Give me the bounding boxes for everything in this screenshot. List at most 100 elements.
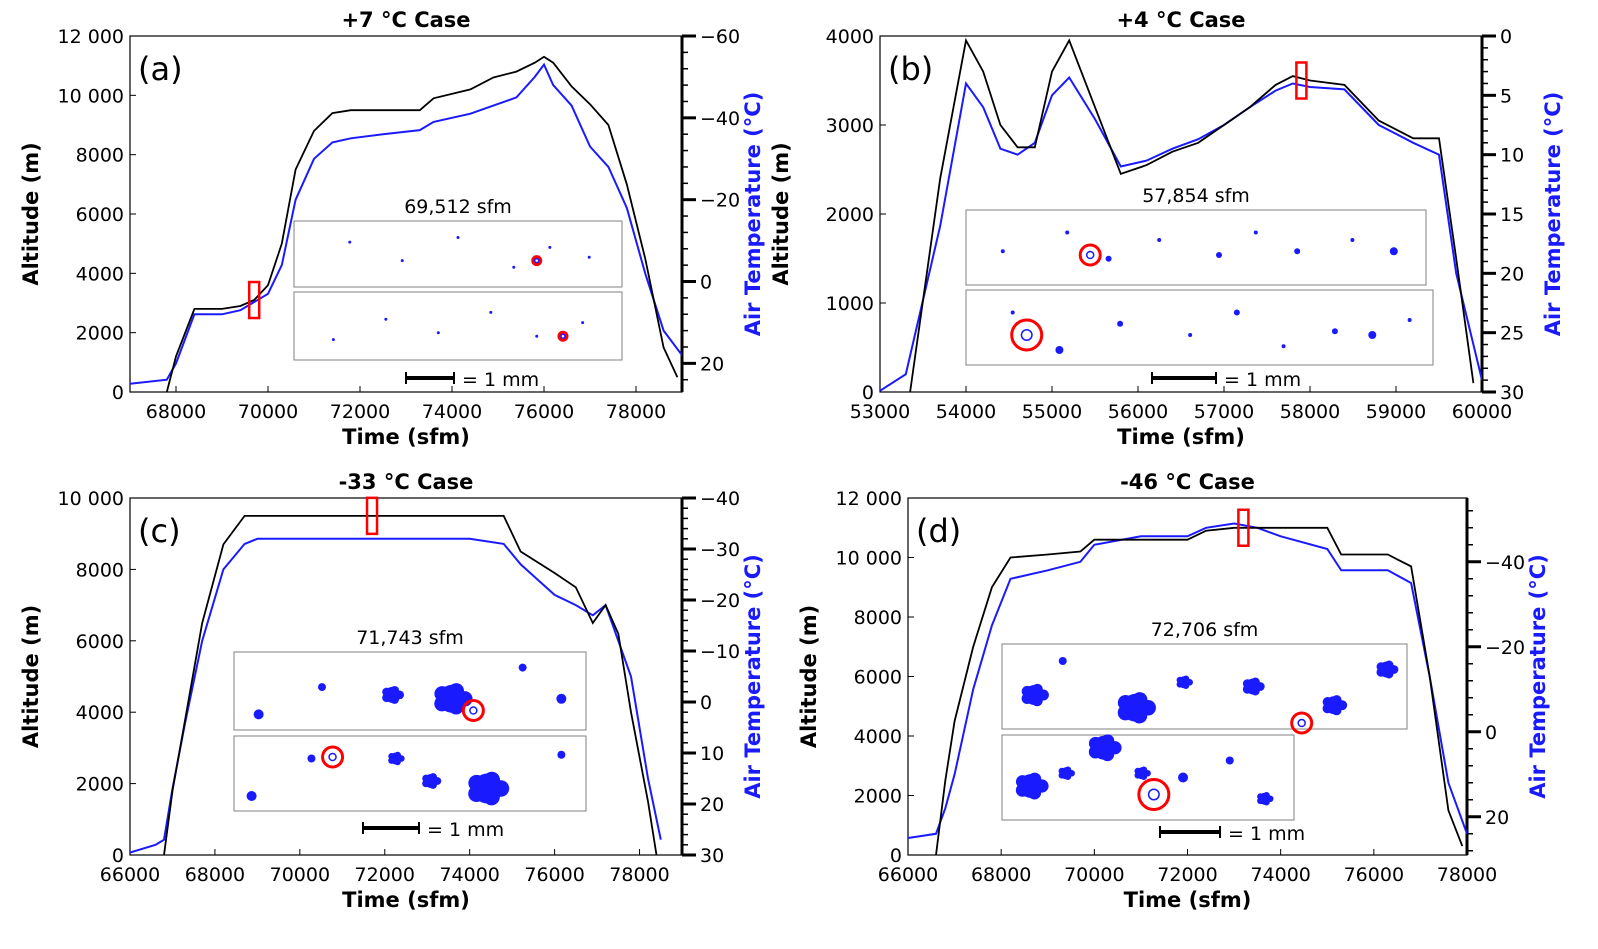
- sample-marker: [1295, 61, 1308, 100]
- particle-lobe: [390, 685, 400, 695]
- x-tick-label: 72000: [355, 864, 415, 886]
- particle: [1000, 249, 1005, 254]
- y2-tick-label: 5: [1500, 85, 1512, 107]
- x-tick-label: 78000: [609, 864, 669, 886]
- particle: [1233, 309, 1240, 316]
- x-tick-label: 76000: [524, 864, 584, 886]
- y2-tick-label: 30: [700, 845, 724, 867]
- particle: [246, 791, 257, 801]
- particle: [1058, 657, 1067, 665]
- particle: [1407, 318, 1412, 322]
- x-tick-label: 74000: [422, 401, 482, 423]
- particle-lobe: [390, 695, 400, 704]
- particle: [587, 255, 591, 259]
- highlight-circle: [1137, 778, 1171, 811]
- x-tick-label: 78000: [606, 401, 666, 423]
- temperature-series: [880, 75, 1482, 392]
- x-tick-label: 53000: [850, 401, 910, 423]
- y-tick-label: 10 000: [58, 85, 124, 107]
- x-tick-label: 70000: [238, 401, 298, 423]
- particle-lobe: [382, 687, 392, 697]
- y-tick-label: 2000: [76, 774, 124, 796]
- x-tick-label: 76000: [1344, 864, 1404, 886]
- particle-lobe: [1100, 748, 1115, 762]
- y-tick-label: 12 000: [836, 488, 902, 510]
- particle-lobe: [1140, 766, 1148, 774]
- particle-lobe: [1182, 675, 1190, 683]
- particle-image-frame: [965, 289, 1434, 366]
- particle-lobe: [1242, 679, 1252, 689]
- particle: [253, 709, 264, 720]
- altitude-series: [165, 55, 679, 392]
- y2-tick-label: 0: [1500, 26, 1512, 48]
- y-tick-label: 0: [112, 845, 124, 867]
- particle-lobe: [1117, 695, 1134, 711]
- y2-tick-label: 10: [1500, 145, 1524, 167]
- scale-bar-label: = 1 mm: [427, 819, 504, 841]
- panel-title: -33 °C Case: [339, 470, 474, 494]
- particle-image-frame: [1001, 643, 1408, 730]
- particle: [1216, 252, 1222, 258]
- x-tick-label: 72000: [330, 401, 390, 423]
- particle: [1350, 238, 1355, 242]
- particle-lobe: [422, 774, 430, 783]
- particle: [548, 245, 552, 249]
- y2-tick-label: 25: [1500, 323, 1524, 345]
- particle-image-0: [965, 209, 1427, 286]
- particle: [436, 331, 440, 335]
- y2-tick-label: −20: [1485, 637, 1525, 659]
- inset-time-label: 69,512 sfm: [404, 196, 512, 218]
- y2-tick-label: 10: [700, 743, 724, 765]
- y2-tick-label: −20: [700, 590, 740, 612]
- x-tick-label: 72000: [1157, 864, 1217, 886]
- particle-lobe: [1132, 692, 1148, 708]
- y-tick-label: 4000: [76, 263, 124, 285]
- particle-lobe: [483, 771, 501, 789]
- particle-image-0: [233, 651, 587, 731]
- y2-tick-label: −30: [700, 539, 740, 561]
- altitude-series: [163, 515, 658, 855]
- particle-lobe: [1263, 798, 1270, 806]
- y-axis-label: Altitude (m): [769, 142, 793, 285]
- y-tick-label: 0: [890, 845, 902, 867]
- particle-lobe: [1322, 697, 1333, 707]
- particle: [348, 240, 352, 244]
- x-tick-label: 66000: [100, 864, 160, 886]
- x-tick-label: 58000: [1280, 401, 1340, 423]
- y-axis-label: Altitude (m): [19, 142, 43, 285]
- particle: [489, 310, 493, 314]
- panel-title: +4 °C Case: [1116, 8, 1245, 32]
- y-tick-label: 6000: [76, 631, 124, 653]
- panel-title: -46 °C Case: [1120, 470, 1255, 494]
- x-tick-label: 59000: [1366, 401, 1426, 423]
- panel-letter: (d): [916, 512, 961, 550]
- particle-lobe: [1015, 775, 1030, 789]
- particle-image-1: [233, 735, 587, 812]
- particle-image-1: [1001, 734, 1295, 821]
- particle-lobe: [1257, 793, 1264, 800]
- panel-letter: (b): [888, 50, 933, 88]
- particle: [1389, 247, 1398, 256]
- particle: [1105, 255, 1112, 262]
- altitude-series: [909, 37, 1475, 392]
- particle-image-frame: [233, 651, 587, 731]
- inset-time-label: 72,706 sfm: [1151, 619, 1259, 641]
- particle: [1055, 346, 1064, 354]
- y2-tick-label: −20: [700, 190, 740, 212]
- particle: [1281, 344, 1286, 349]
- particle-lobe: [448, 683, 464, 699]
- particle-lobe: [1134, 767, 1142, 775]
- y-tick-label: 8000: [854, 607, 902, 629]
- y2-tick-label: 20: [1500, 263, 1524, 285]
- y-tick-label: 6000: [854, 667, 902, 689]
- particle-image-0: [1001, 643, 1408, 735]
- panel-title: +7 °C Case: [341, 8, 470, 32]
- y2-axis-label: Air Temperature (°C): [1526, 554, 1550, 799]
- x-axis-label: Time (sfm): [1117, 425, 1245, 449]
- x-axis-label: Time (sfm): [1124, 888, 1252, 912]
- particle-lobe: [1064, 773, 1072, 780]
- particle-lobe: [1140, 773, 1148, 780]
- particle: [512, 265, 516, 269]
- particle: [557, 750, 566, 759]
